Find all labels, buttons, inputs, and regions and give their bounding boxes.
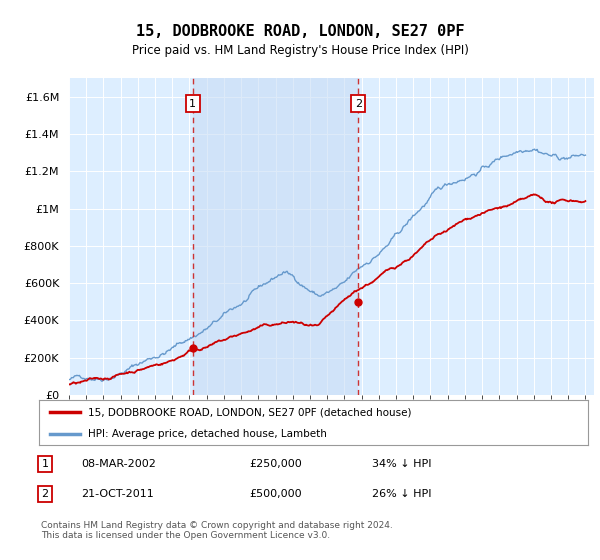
Text: 08-MAR-2002: 08-MAR-2002 [81,459,156,469]
Text: 34% ↓ HPI: 34% ↓ HPI [372,459,431,469]
Text: 2: 2 [355,99,362,109]
Text: 15, DODBROOKE ROAD, LONDON, SE27 0PF: 15, DODBROOKE ROAD, LONDON, SE27 0PF [136,25,464,39]
Text: HPI: Average price, detached house, Lambeth: HPI: Average price, detached house, Lamb… [88,429,327,439]
Text: Price paid vs. HM Land Registry's House Price Index (HPI): Price paid vs. HM Land Registry's House … [131,44,469,57]
Text: £500,000: £500,000 [249,489,302,499]
Text: £250,000: £250,000 [249,459,302,469]
Text: 15, DODBROOKE ROAD, LONDON, SE27 0PF (detached house): 15, DODBROOKE ROAD, LONDON, SE27 0PF (de… [88,408,412,418]
Text: 2: 2 [41,489,49,499]
Text: 21-OCT-2011: 21-OCT-2011 [81,489,154,499]
Bar [193,78,358,395]
Text: 1: 1 [41,459,49,469]
Text: 26% ↓ HPI: 26% ↓ HPI [372,489,431,499]
Text: Contains HM Land Registry data © Crown copyright and database right 2024.
This d: Contains HM Land Registry data © Crown c… [41,521,392,540]
Text: 1: 1 [189,99,196,109]
